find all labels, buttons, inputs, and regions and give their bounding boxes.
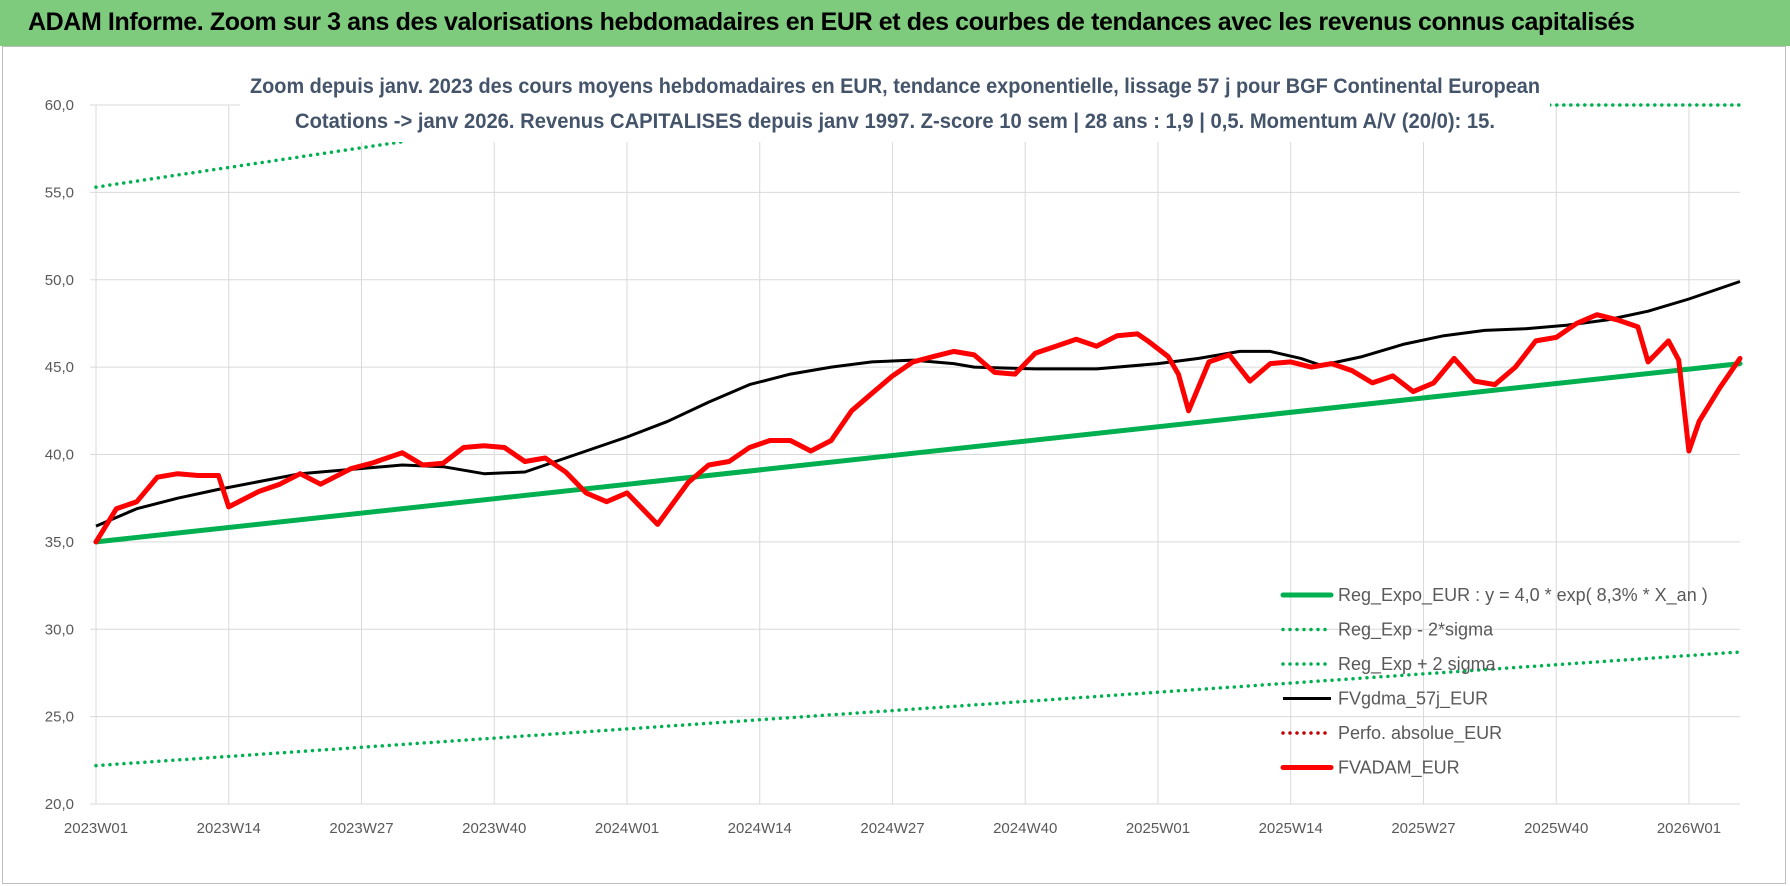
legend-label-reg-exp-2-sigma: Reg_Exp + 2 sigma xyxy=(1338,654,1497,675)
chart-title-line-1: Zoom depuis janv. 2023 des cours moyens … xyxy=(250,75,1540,98)
x-tick-label: 2023W01 xyxy=(64,820,128,837)
title-backdrop xyxy=(240,64,1550,142)
x-tick-label: 2023W27 xyxy=(329,820,393,837)
series-line-reg-exp-2-sigma xyxy=(94,650,1742,768)
y-tick-label: 30,0 xyxy=(45,621,74,638)
legend-label-perfo-absolue-eur: Perfo. absolue_EUR xyxy=(1338,723,1502,744)
report-title: ADAM Informe. Zoom sur 3 ans des valoris… xyxy=(28,8,1635,36)
series-line-reg-exp-2-sigma xyxy=(94,139,405,189)
x-tick-label: 2023W40 xyxy=(462,820,526,837)
y-tick-label: 55,0 xyxy=(45,184,74,201)
legend-label-reg-expo-eur-y-4-0-exp-8-3-x-an: Reg_Expo_EUR : y = 4,0 * exp( 8,3% * X_a… xyxy=(1338,585,1708,606)
chart-title-line-2: Cotations -> janv 2026. Revenus CAPITALI… xyxy=(295,110,1495,133)
y-tick-label: 40,0 xyxy=(45,447,74,464)
chart-frame xyxy=(2,46,1786,884)
x-tick-label: 2024W27 xyxy=(860,820,924,837)
legend-label-fvadam-eur: FVADAM_EUR xyxy=(1338,758,1460,779)
legend: Reg_Expo_EUR : y = 4,0 * exp( 8,3% * X_a… xyxy=(1280,585,1708,779)
legend-label-fvgdma-57j-eur: FVgdma_57j_EUR xyxy=(1338,689,1488,710)
x-tick-label: 2025W01 xyxy=(1126,820,1190,837)
y-tick-label: 50,0 xyxy=(45,272,74,289)
series-line-fvadam-eur xyxy=(93,312,1743,545)
series-line-fvgdma-57j-eur xyxy=(95,280,1741,528)
x-tick-label: 2025W40 xyxy=(1524,820,1588,837)
x-tick-label: 2024W01 xyxy=(595,820,659,837)
legend-label-reg-exp-2-sigma: Reg_Exp - 2*sigma xyxy=(1338,620,1494,641)
y-tick-label: 20,0 xyxy=(45,796,74,813)
x-tick-label: 2024W40 xyxy=(993,820,1057,837)
series-lines xyxy=(93,103,1743,768)
y-tick-label: 35,0 xyxy=(45,534,74,551)
series-line-reg-expo-eur-y-4-0-exp-8-3-x-an xyxy=(93,361,1743,545)
x-tick-label: 2026W01 xyxy=(1657,820,1721,837)
x-tick-label: 2024W14 xyxy=(728,820,792,837)
report-banner: ADAM Informe. Zoom sur 3 ans des valoris… xyxy=(0,0,1790,46)
y-tick-label: 25,0 xyxy=(45,709,74,726)
x-axis-ticks: 2023W01 2023W14 2023W27 2023W40 2024W01 2024W… xyxy=(64,820,1721,837)
x-tick-label: 2025W14 xyxy=(1259,820,1323,837)
y-tick-label: 45,0 xyxy=(45,359,74,376)
x-tick-label: 2025W27 xyxy=(1391,820,1455,837)
x-tick-label: 2023W14 xyxy=(197,820,261,837)
y-axis-ticks: 20,0 25,0 30,0 35,0 40,0 45,0 50,0 55,0 60,0 xyxy=(45,97,74,813)
y-tick-label: 60,0 xyxy=(45,97,74,114)
